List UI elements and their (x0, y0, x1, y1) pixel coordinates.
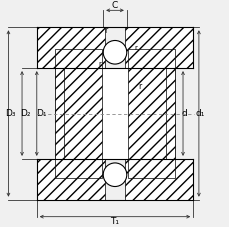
Bar (55, 49, 102, 68)
Bar (55, 68, 64, 159)
Bar (127, 49, 174, 68)
Text: r: r (138, 82, 141, 91)
Text: r: r (98, 61, 101, 67)
Text: T₁: T₁ (110, 217, 119, 226)
Bar (127, 68, 174, 159)
Bar (55, 159, 102, 178)
Circle shape (103, 40, 126, 64)
Bar (165, 68, 174, 159)
Bar (125, 159, 192, 200)
Bar (37, 27, 104, 68)
Text: r: r (104, 26, 107, 35)
Bar (125, 27, 192, 68)
Circle shape (103, 163, 126, 187)
Bar (127, 159, 174, 178)
Bar (55, 68, 102, 159)
Text: C: C (111, 1, 118, 10)
Text: d₁: d₁ (194, 109, 204, 118)
Text: D₁: D₁ (36, 109, 46, 118)
Bar (55, 68, 174, 159)
Bar (37, 159, 104, 200)
Text: D₃: D₃ (5, 109, 16, 118)
Text: D₂: D₂ (20, 109, 30, 118)
Text: r: r (134, 45, 137, 51)
Text: d: d (180, 109, 186, 118)
